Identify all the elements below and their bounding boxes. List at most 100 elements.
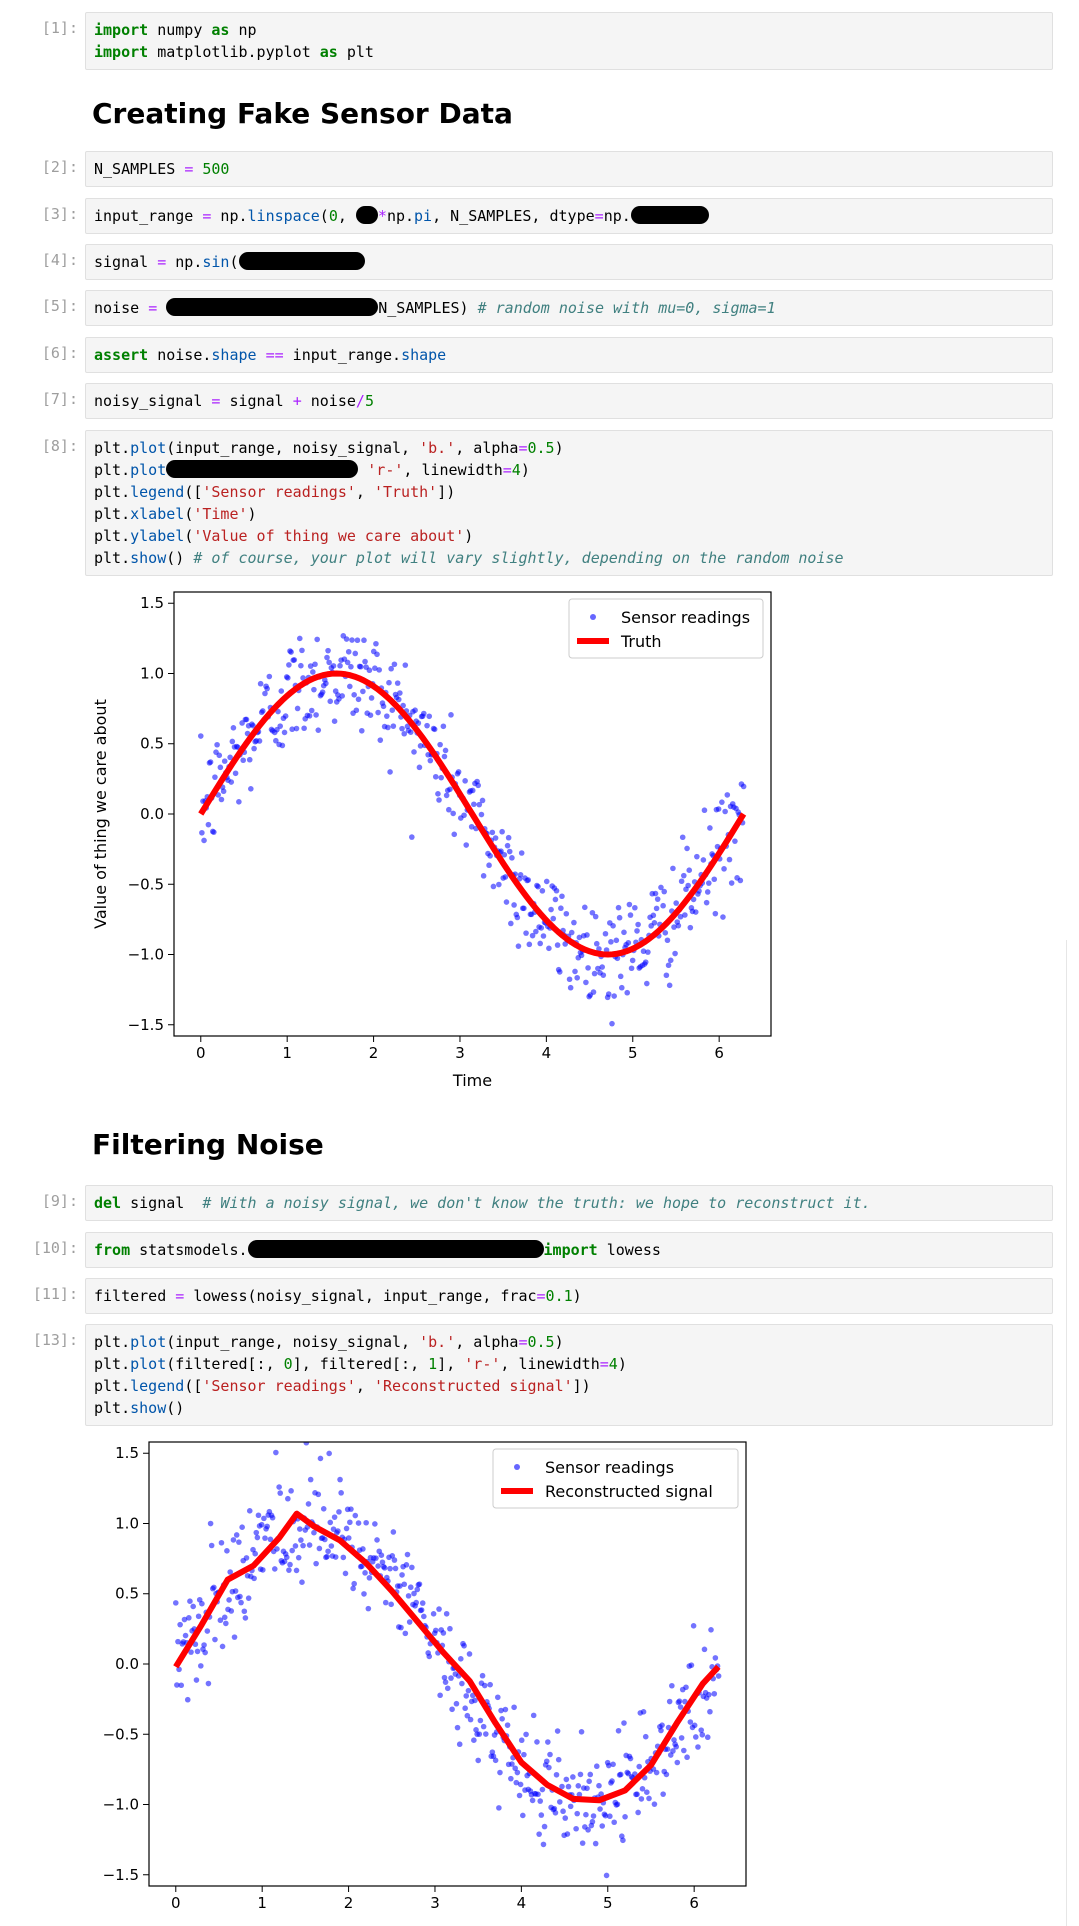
sensor-point [388,1601,394,1608]
code-token: 'r-' [464,1355,501,1373]
y-axis-label: Value of thing we care about [91,699,110,929]
sensor-point [476,801,483,808]
sensor-point [469,787,476,794]
sensor-point [246,1508,253,1514]
code-token [257,346,266,364]
sensor-point [583,979,589,986]
sensor-point [343,636,350,642]
code-token: = [518,439,528,457]
code-cell[interactable]: assert noise.shape == input_range.shape [85,337,1053,373]
sensor-point [626,901,633,908]
code-line: plt.plot(filtered[:, 0], filtered[:, 1],… [94,1353,1044,1375]
sensor-point [448,1675,454,1681]
sensor-point [330,663,337,669]
code-token: # With a noisy signal, we don't know the… [202,1194,871,1212]
code-cell[interactable]: del signal # With a noisy signal, we don… [85,1185,1053,1221]
legend [568,598,764,659]
sensor-point [538,925,545,931]
sensor-point [389,707,396,713]
sensor-point [437,1692,443,1699]
sensor-point [662,930,669,936]
code-cell[interactable]: N_SAMPLES = 500 [85,151,1053,187]
code-token: pi [414,207,433,225]
sensor-point [390,1529,397,1535]
sensor-point [311,1529,317,1536]
sensor-point [311,686,317,693]
sensor-point [419,1600,426,1606]
cell-prompt: [11]: [32,1285,78,1303]
sensor-point [533,928,539,935]
sensor-point [576,934,583,941]
sensor-point [677,913,684,920]
cell-prompt: [3]: [41,205,78,223]
code-token: noisy_signal [94,392,212,410]
sensor-point [682,912,688,918]
sensor-point [492,1757,499,1764]
sensor-point [644,1789,650,1795]
sensor-point [678,878,685,885]
sensor-point [593,940,600,947]
sensor-point [609,1778,615,1784]
sensor-point [426,713,433,720]
sensor-point [299,647,305,654]
x-tick-label: 2 [344,1894,354,1912]
sensor-point [620,1837,626,1844]
sensor-point [271,1566,278,1572]
code-token: show [130,549,167,567]
code-cell[interactable]: import numpy as np import matplotlib.pypl… [85,12,1053,70]
sensor-point [262,1535,268,1541]
code-cell[interactable]: plt.plot(input_range, noisy_signal, 'b.'… [85,430,1053,576]
sensor-point [592,913,599,920]
sensor-point [611,993,617,999]
x-tick-label: 1 [257,1894,267,1912]
code-token: lowess(noisy_signal, input_range, frac [184,1287,537,1305]
sensor-point [617,1771,624,1778]
sensor-point [316,1545,323,1552]
code-cell[interactable]: from statsmodels. import lowess [85,1232,1053,1268]
code-token: 'Sensor readings' [202,483,356,501]
code-cell[interactable]: noise = N_SAMPLES) # random noise with m… [85,290,1053,326]
code-token: plt. [94,483,131,501]
sensor-point [426,1653,433,1660]
redaction-mark [238,252,365,270]
sensor-point [622,1814,628,1820]
code-token: signal [121,1194,203,1212]
code-cell[interactable]: noisy_signal = signal + noise/5 [85,383,1053,419]
sensor-point [440,1630,447,1636]
sensor-point [706,880,712,886]
code-cell[interactable]: filtered = lowess(noisy_signal, input_ra… [85,1278,1053,1314]
code-token: import [94,43,149,61]
sensor-point [496,881,502,888]
code-token: = [599,1355,609,1373]
sensor-point [682,1698,688,1705]
sensor-point [352,650,359,657]
sensor-point [704,1734,711,1741]
sensor-point [603,1872,610,1879]
code-cell[interactable]: signal = np.sin( [85,244,1053,280]
code-token: import [543,1241,598,1259]
sensor-point [241,1608,248,1615]
sensor-point [372,665,378,671]
sensor-point [442,1679,449,1685]
code-cell[interactable]: plt.plot(input_range, noisy_signal, 'b.'… [85,1324,1053,1426]
sensor-point [295,1554,302,1561]
sensor-point [348,663,354,670]
sensor-point [322,1536,328,1543]
sensor-point [417,743,424,749]
sensor-point [202,1649,208,1656]
sensor-point [398,1624,404,1631]
sensor-point [472,1697,478,1704]
cell-prompt: [13]: [32,1331,78,1349]
sensor-point [193,1677,200,1683]
sensor-point [315,727,322,733]
sensor-point [296,635,303,642]
sensor-point [354,637,361,644]
code-token: ylabel [130,527,185,545]
sensor-point [567,1803,574,1810]
sensor-point [230,725,237,731]
sensor-point [242,1615,249,1621]
sensor-point [645,949,651,955]
code-line: plt.ylabel('Value of thing we care about… [94,525,1044,547]
code-cell[interactable]: input_range = np.linspace(0, *np.pi, N_S… [85,198,1053,234]
code-token: 4 [608,1355,618,1373]
